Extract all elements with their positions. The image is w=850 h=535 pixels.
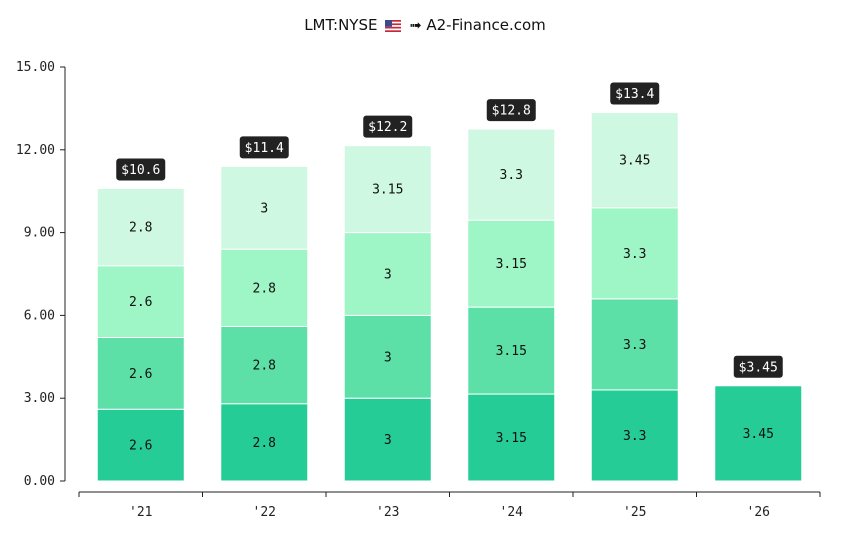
bar-segment — [343, 145, 432, 234]
x-tick-label: '22 — [253, 505, 276, 520]
segment-value-label: 2.8 — [129, 221, 152, 236]
bar-segment — [467, 128, 556, 221]
segment-value-label: 3.3 — [623, 247, 646, 262]
bar-segment — [714, 385, 803, 482]
arrow-icon: ➟ — [409, 16, 422, 34]
total-value-badge: $12.2 — [363, 115, 413, 138]
y-tick-label: 15.00 — [16, 60, 55, 75]
total-badge-bg — [239, 136, 289, 159]
total-badge-bg — [733, 355, 783, 378]
segment-value-label: 2.6 — [129, 367, 152, 382]
x-tick-label: '23 — [376, 505, 399, 520]
segment-value-label: 3.15 — [372, 183, 403, 198]
segment-value-label: 3 — [384, 350, 392, 365]
bar-segment — [220, 248, 309, 327]
total-value-badge: $12.8 — [486, 99, 536, 122]
x-axis: '21 '22 '23 '24 '25 '26 — [78, 491, 821, 520]
segment-value-label: 3.15 — [496, 257, 527, 272]
bars-group — [96, 112, 803, 482]
y-tick-label: 12.00 — [16, 143, 55, 158]
total-value-badge: $11.4 — [239, 136, 289, 159]
labels-group: 2.6 2.6 2.6 2.8 $10.6 2.8 2.8 2.8 3 $11.4 3 3 3 3.15 $… — [116, 82, 783, 454]
segment-value-label: 3.3 — [623, 338, 646, 353]
segment-value-label: 3 — [384, 268, 392, 283]
total-value-label: $3.45 — [739, 360, 778, 375]
segment-value-label: 3 — [260, 201, 268, 216]
bar-segment — [96, 336, 185, 410]
y-tick-label: 0.00 — [24, 474, 55, 489]
y-tick-label: 9.00 — [24, 226, 55, 241]
segment-value-label: 2.6 — [129, 295, 152, 310]
ticker-label: LMT:NYSE — [304, 16, 378, 34]
bar-segment — [590, 112, 679, 209]
total-value-badge: $13.4 — [610, 82, 660, 105]
bar-segment — [343, 397, 432, 482]
segment-value-label: 2.6 — [129, 439, 152, 454]
x-tick-label: '26 — [747, 505, 770, 520]
x-tick-label: '21 — [129, 505, 152, 520]
segment-value-label: 3 — [384, 433, 392, 448]
bar-segment — [96, 265, 185, 338]
bar-segment — [96, 187, 185, 267]
y-tick-label: 6.00 — [24, 308, 55, 323]
total-badge-bg — [363, 115, 413, 138]
bar-segment — [590, 298, 679, 391]
segment-value-label: 3.3 — [500, 168, 523, 183]
total-value-label: $10.6 — [121, 163, 160, 178]
bar-segment — [590, 389, 679, 482]
total-badge-bg — [610, 82, 660, 105]
segment-value-label: 3.15 — [496, 431, 527, 446]
site-label: A2-Finance.com — [426, 16, 546, 34]
segment-value-label: 3.15 — [496, 344, 527, 359]
bar-segment — [467, 219, 556, 308]
total-value-label: $13.4 — [615, 87, 654, 102]
bar-segment — [343, 232, 432, 316]
chart-title: LMT:NYSE ➟ A2-Finance.com — [0, 16, 850, 34]
segment-value-label: 2.8 — [253, 436, 276, 451]
bar-segment — [343, 314, 432, 399]
segment-value-label: 2.8 — [253, 359, 276, 374]
x-tick-label: '25 — [623, 505, 646, 520]
bar-segment — [590, 207, 679, 300]
bar-segment — [220, 325, 309, 405]
segment-value-label: 2.8 — [253, 281, 276, 296]
total-value-badge: $10.6 — [116, 158, 166, 181]
bar-segment — [220, 403, 309, 482]
total-badge-bg — [486, 99, 536, 122]
total-value-label: $11.4 — [245, 141, 284, 156]
y-axis: 0.00 3.00 6.00 9.00 12.00 15.00 — [16, 60, 66, 489]
bar-segment — [467, 393, 556, 482]
total-value-label: $12.2 — [368, 120, 407, 135]
segment-value-label: 3.45 — [619, 154, 650, 169]
total-badge-bg — [116, 158, 166, 181]
segment-value-label: 3.3 — [623, 429, 646, 444]
y-tick-label: 3.00 — [24, 391, 55, 406]
bar-segment — [96, 408, 185, 482]
us-flag-icon — [385, 20, 402, 32]
bar-segment — [220, 165, 309, 250]
total-value-badge: $3.45 — [733, 355, 783, 378]
total-value-label: $12.8 — [492, 104, 531, 119]
x-tick-label: '24 — [500, 505, 524, 520]
segment-value-label: 3.45 — [743, 427, 774, 442]
